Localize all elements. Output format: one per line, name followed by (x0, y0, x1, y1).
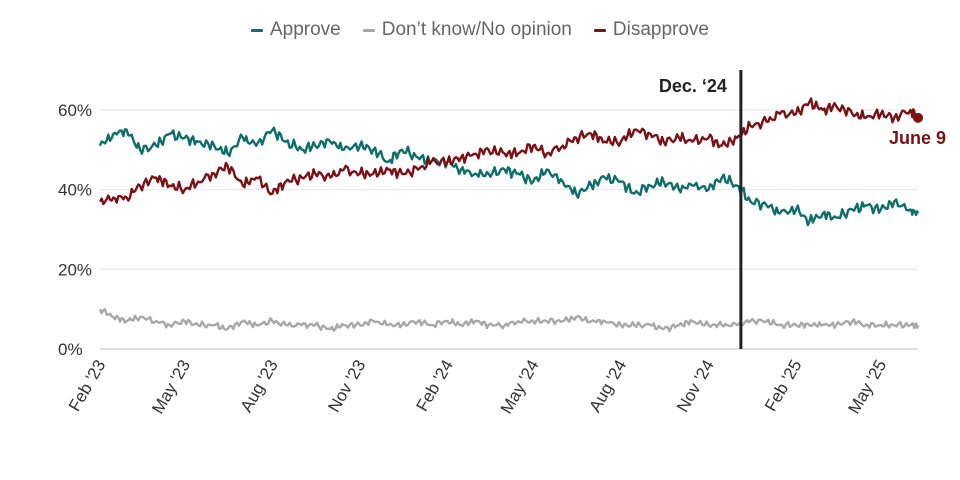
end-point-marker (913, 112, 923, 123)
x-tick-label: Aug '23 (237, 357, 282, 416)
legend-item-approve[interactable]: Approve (250, 19, 341, 41)
gridlines (100, 109, 918, 350)
series-line-disapprove (98, 97, 919, 206)
end-point-label: June 9 (889, 128, 946, 148)
approve-swatch-icon (250, 28, 263, 32)
x-tick-label: May '23 (148, 357, 194, 418)
x-axis: Feb '23 May '23 Aug '23 Nov '23 Feb '24 May '… (65, 357, 890, 418)
x-tick-label: Feb '23 (65, 357, 110, 415)
y-tick-label: 40% (58, 181, 92, 200)
legend-label-disapprove: Disapprove (612, 19, 709, 40)
y-axis: 0% 20% 40% 60% (58, 101, 92, 359)
series-lines (98, 97, 920, 333)
series-line-don-t-know-no-opinion (98, 308, 920, 333)
y-tick-label: 0% (58, 340, 83, 359)
x-tick-label: Feb '25 (761, 357, 806, 415)
no-opinion-swatch-icon (362, 28, 375, 32)
y-tick-label: 20% (58, 260, 92, 279)
y-tick-label: 60% (58, 101, 92, 120)
legend-item-disapprove[interactable]: Disapprove (593, 19, 709, 41)
annotations: Dec. ‘24 June 9 (659, 70, 946, 349)
x-tick-label: May '25 (844, 357, 890, 418)
x-tick-label: Aug '24 (585, 357, 630, 416)
legend-item-no-opinion[interactable]: Don’t know/No opinion (362, 19, 572, 41)
disapprove-swatch-icon (593, 28, 606, 32)
series-line-approve (98, 126, 920, 227)
legend: Approve Don’t know/No opinion Disapprove (0, 19, 960, 41)
x-tick-label: May '24 (497, 357, 543, 418)
legend-label-no-opinion: Don’t know/No opinion (381, 19, 572, 40)
vertical-marker-label: Dec. ‘24 (659, 76, 727, 96)
legend-label-approve: Approve (269, 19, 341, 40)
x-tick-label: Feb '24 (413, 357, 458, 415)
x-tick-label: Nov '23 (324, 357, 369, 416)
x-tick-label: Nov '24 (673, 357, 718, 416)
